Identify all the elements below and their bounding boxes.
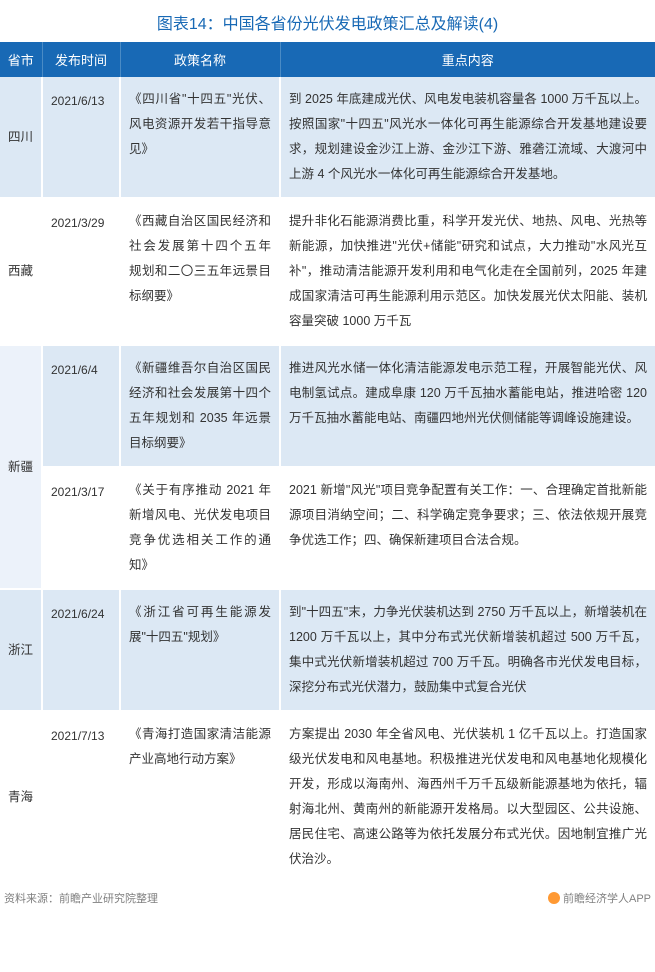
header-date: 发布时间 (42, 42, 120, 77)
province-cell: 西藏 (0, 198, 42, 345)
table-row: 2021/3/17《关于有序推动 2021 年新增风电、光伏发电项目竞争优选相关… (0, 467, 655, 589)
header-name: 政策名称 (120, 42, 280, 77)
table-row: 西藏2021/3/29《西藏自治区国民经济和社会发展第十四个五年 规划和二〇三五… (0, 198, 655, 345)
date-cell: 2021/6/13 (42, 77, 120, 198)
content-cell: 到"十四五"末，力争光伏装机达到 2750 万千瓦以上，新增装机在 1200 万… (280, 589, 655, 711)
date-cell: 2021/7/13 (42, 711, 120, 883)
policy-name-cell: 《新疆维吾尔自治区国民经济和社会发展第十四个五年规划和 2035 年远景目标纲要… (120, 345, 280, 467)
table-row: 四川2021/6/13《四川省"十四五"光伏、风电资源开发若干指导意见》到 20… (0, 77, 655, 198)
header-row: 省市 发布时间 政策名称 重点内容 (0, 42, 655, 77)
chart-title: 图表14：中国各省份光伏发电政策汇总及解读(4) (0, 0, 655, 42)
content-cell: 到 2025 年底建成光伏、风电发电装机容量各 1000 万千瓦以上。按照国家"… (280, 77, 655, 198)
footer: 资料来源：前瞻产业研究院整理 前瞻经济学人APP (0, 884, 655, 906)
province-cell: 浙江 (0, 589, 42, 711)
province-cell: 四川 (0, 77, 42, 198)
content-cell: 推进风光水储一体化清洁能源发电示范工程，开展智能光伏、风电制氢试点。建成阜康 1… (280, 345, 655, 467)
policy-name-cell: 《青海打造国家清洁能源产业高地行动方案》 (120, 711, 280, 883)
date-cell: 2021/6/4 (42, 345, 120, 467)
date-cell: 2021/6/24 (42, 589, 120, 711)
brand-text: 前瞻经济学人APP (563, 890, 651, 906)
policy-name-cell: 《四川省"十四五"光伏、风电资源开发若干指导意见》 (120, 77, 280, 198)
table-row: 新疆2021/6/4《新疆维吾尔自治区国民经济和社会发展第十四个五年规划和 20… (0, 345, 655, 467)
header-province: 省市 (0, 42, 42, 77)
header-content: 重点内容 (280, 42, 655, 77)
date-cell: 2021/3/17 (42, 467, 120, 589)
brand-label: 前瞻经济学人APP (548, 890, 651, 906)
date-cell: 2021/3/29 (42, 198, 120, 345)
source-text: 资料来源：前瞻产业研究院整理 (4, 890, 158, 906)
content-cell: 方案提出 2030 年全省风电、光伏装机 1 亿千瓦以上。打造国家级光伏发电和风… (280, 711, 655, 883)
policy-table: 省市 发布时间 政策名称 重点内容 四川2021/6/13《四川省"十四五"光伏… (0, 42, 655, 884)
policy-name-cell: 《关于有序推动 2021 年新增风电、光伏发电项目竞争优选相关工作的通知》 (120, 467, 280, 589)
policy-name-cell: 《西藏自治区国民经济和社会发展第十四个五年 规划和二〇三五年远景目标纲要》 (120, 198, 280, 345)
province-cell: 青海 (0, 711, 42, 883)
brand-icon (548, 892, 560, 904)
table-row: 青海2021/7/13《青海打造国家清洁能源产业高地行动方案》方案提出 2030… (0, 711, 655, 883)
policy-name-cell: 《浙江省可再生能源发展"十四五"规划》 (120, 589, 280, 711)
table-row: 浙江2021/6/24《浙江省可再生能源发展"十四五"规划》到"十四五"末，力争… (0, 589, 655, 711)
content-cell: 提升非化石能源消费比重，科学开发光伏、地热、风电、光热等新能源，加快推进"光伏+… (280, 198, 655, 345)
province-cell: 新疆 (0, 345, 42, 589)
content-cell: 2021 新增"风光"项目竞争配置有关工作：一、合理确定首批新能源项目消纳空间；… (280, 467, 655, 589)
